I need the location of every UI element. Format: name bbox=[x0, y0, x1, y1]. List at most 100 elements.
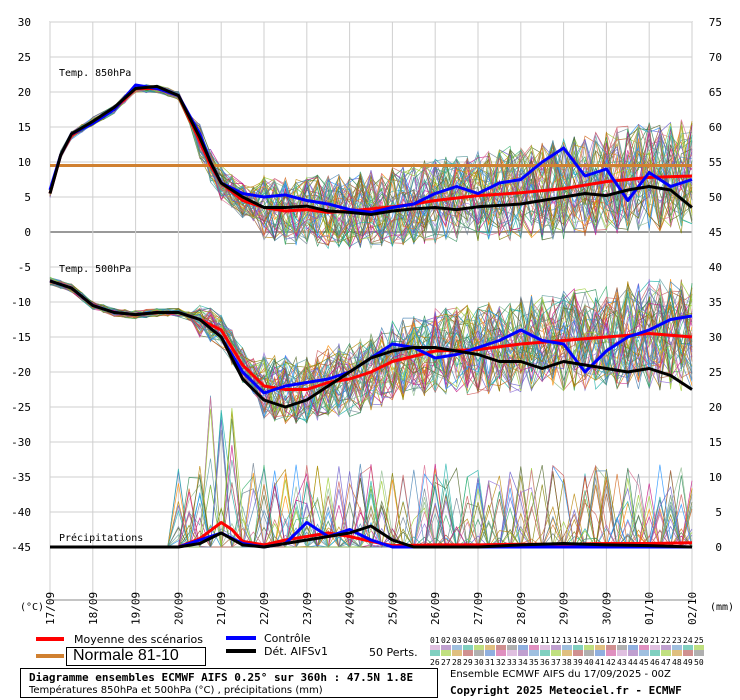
perturbation-swatch bbox=[463, 645, 473, 651]
perturbation-swatch bbox=[562, 645, 572, 651]
right-tick-label: 20 bbox=[709, 401, 722, 414]
perturbation-swatch bbox=[606, 650, 616, 656]
perturbation-swatch bbox=[595, 645, 605, 651]
x-tick-label: 17/09 bbox=[44, 592, 57, 625]
x-tick-label: 18/09 bbox=[87, 592, 100, 625]
left-tick-label: 5 bbox=[24, 191, 31, 204]
panel-title-500: Temp. 500hPa bbox=[59, 264, 131, 275]
perturbation-member bbox=[49, 277, 693, 414]
perturbation-swatch bbox=[595, 650, 605, 656]
legend: Moyenne des scénarios Contrôle Dét. AIFS… bbox=[36, 632, 704, 667]
left-tick-label: -5 bbox=[18, 261, 31, 274]
perturbation-number: 47 bbox=[661, 658, 671, 667]
perturbation-swatch bbox=[628, 650, 638, 656]
diagram-title: Diagramme ensembles ECMWF AIFS 0.25° sur… bbox=[29, 671, 414, 684]
right-tick-label: 0 bbox=[715, 541, 722, 554]
left-tick-label: 25 bbox=[18, 51, 31, 64]
right-tick-label: 25 bbox=[709, 366, 722, 379]
series-control-panel0 bbox=[48, 83, 693, 214]
perturbation-swatch bbox=[584, 650, 594, 656]
perturbation-number: 03 bbox=[452, 636, 462, 645]
perturbation-swatch bbox=[496, 645, 506, 651]
source-ensemble: Ensemble ECMWF AIFS du 17/09/2025 - 00Z bbox=[450, 669, 671, 680]
left-tick-label: 0 bbox=[24, 226, 31, 239]
perturbation-number: 20 bbox=[639, 636, 649, 645]
main-series bbox=[48, 83, 693, 549]
x-tick-label: 30/09 bbox=[600, 592, 613, 625]
perturbation-swatch bbox=[529, 650, 539, 656]
perturbation-swatch bbox=[683, 650, 693, 656]
left-tick-label: 10 bbox=[18, 156, 31, 169]
perturbation-number: 38 bbox=[562, 658, 572, 667]
perturbation-swatch bbox=[650, 650, 660, 656]
perturbation-member bbox=[49, 277, 693, 416]
panel-title-850: Temp. 850hPa bbox=[59, 68, 131, 79]
perturbation-number: 31 bbox=[485, 658, 495, 667]
x-tick-label: 25/09 bbox=[386, 592, 399, 625]
series-det-panel2 bbox=[50, 524, 693, 549]
right-axis-unit: (mm) bbox=[710, 602, 734, 613]
perturbation-number: 10 bbox=[529, 636, 539, 645]
perturbation-swatch bbox=[683, 645, 693, 651]
perturbation-swatch bbox=[573, 650, 583, 656]
x-tick-label: 23/09 bbox=[301, 592, 314, 625]
perturbation-number: 34 bbox=[518, 658, 528, 667]
x-tick-label: 21/09 bbox=[215, 592, 228, 625]
perturbation-number: 27 bbox=[441, 658, 451, 667]
perturbation-swatch bbox=[441, 645, 451, 651]
right-tick-label: 65 bbox=[709, 86, 722, 99]
legend-mean-label: Moyenne des scénarios bbox=[74, 633, 203, 646]
x-tick-label: 29/09 bbox=[558, 592, 571, 625]
perturbation-number: 23 bbox=[672, 636, 682, 645]
perturbation-swatch bbox=[650, 645, 660, 651]
perturbation-number: 45 bbox=[639, 658, 649, 667]
perturbation-number: 39 bbox=[573, 658, 583, 667]
copyright: Copyright 2025 Meteociel.fr - ECMWF bbox=[450, 684, 682, 697]
perturbation-number: 22 bbox=[661, 636, 671, 645]
perturbation-swatch bbox=[507, 645, 517, 651]
left-tick-label: -45 bbox=[11, 541, 31, 554]
perturbation-number: 25 bbox=[694, 636, 704, 645]
perturbation-number: 32 bbox=[496, 658, 506, 667]
perturbation-number: 37 bbox=[551, 658, 561, 667]
perturbation-number: 18 bbox=[617, 636, 627, 645]
perturbation-number: 11 bbox=[540, 636, 550, 645]
perturbation-number: 14 bbox=[573, 636, 583, 645]
perturbation-number: 30 bbox=[474, 658, 484, 667]
right-tick-label: 35 bbox=[709, 296, 722, 309]
perturbation-swatch bbox=[639, 650, 649, 656]
perturbation-swatch bbox=[639, 645, 649, 651]
perturbation-number: 07 bbox=[496, 636, 506, 645]
left-tick-label: -30 bbox=[11, 436, 31, 449]
perturbation-number: 28 bbox=[452, 658, 462, 667]
perturbation-number: 33 bbox=[507, 658, 517, 667]
series-det-panel0 bbox=[48, 84, 693, 216]
right-tick-label: 30 bbox=[709, 331, 722, 344]
perturbation-swatch bbox=[452, 650, 462, 656]
left-tick-label: 30 bbox=[18, 16, 31, 29]
legend-det-label: Dét. AIFSv1 bbox=[264, 645, 328, 658]
legend-perts-label: 50 Perts. bbox=[369, 646, 418, 659]
right-tick-label: 40 bbox=[709, 261, 722, 274]
left-tick-label: -20 bbox=[11, 366, 31, 379]
perturbation-swatch bbox=[628, 645, 638, 651]
right-tick-label: 45 bbox=[709, 226, 722, 239]
x-tick-label: 20/09 bbox=[172, 592, 185, 625]
perturbation-swatch bbox=[573, 645, 583, 651]
right-tick-label: 70 bbox=[709, 51, 722, 64]
x-tick-label: 19/09 bbox=[130, 592, 143, 625]
perturbation-swatch bbox=[441, 650, 451, 656]
x-tick-label: 28/09 bbox=[515, 592, 528, 625]
perturbation-number: 13 bbox=[562, 636, 572, 645]
perturbation-legend-grid: 01 02 03 04 05 06 07 08 09 10 11 12 13 14 15 16 17 18 19 20… bbox=[430, 636, 704, 667]
x-tick-label: 27/09 bbox=[472, 592, 485, 625]
x-tick-label: 26/09 bbox=[429, 592, 442, 625]
perturbation-number: 09 bbox=[518, 636, 528, 645]
right-tick-label: 15 bbox=[709, 436, 722, 449]
perturbation-swatch bbox=[694, 650, 704, 656]
perturbation-number: 21 bbox=[650, 636, 660, 645]
perturbation-swatch bbox=[672, 650, 682, 656]
perturbation-number: 06 bbox=[485, 636, 495, 645]
right-tick-label: 75 bbox=[709, 16, 722, 29]
